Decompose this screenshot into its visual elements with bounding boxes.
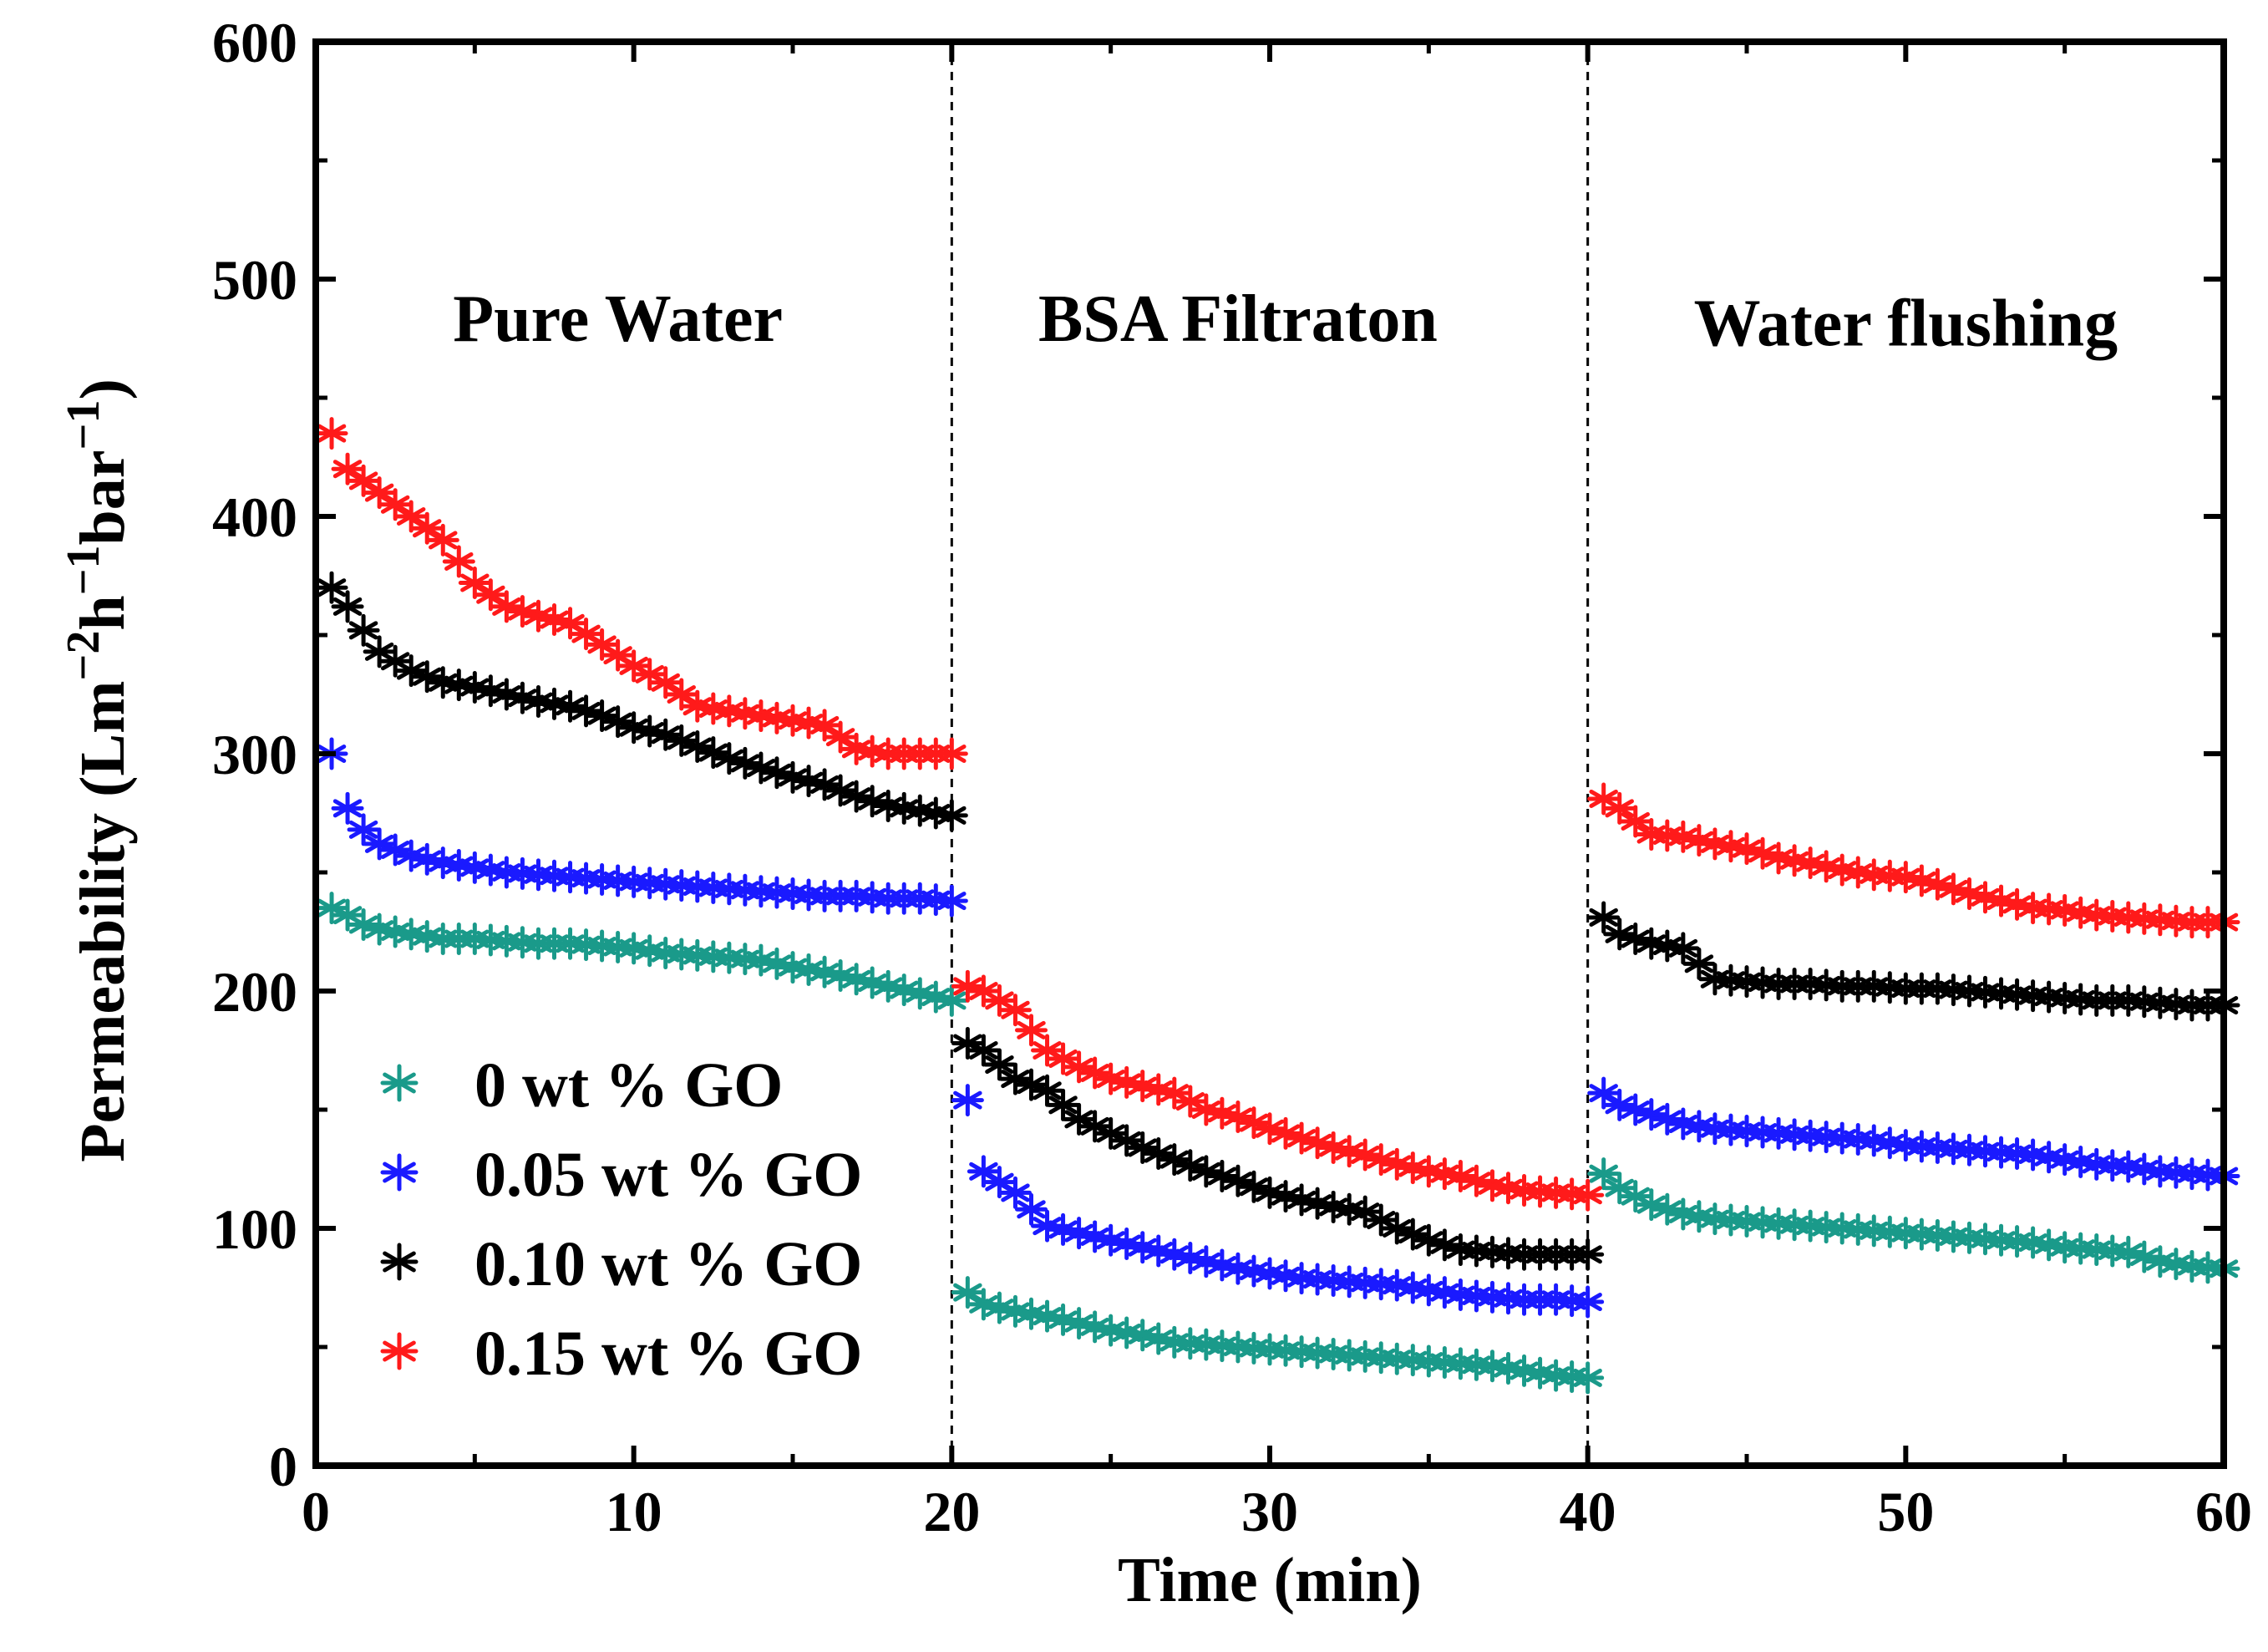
- data-point: [982, 1048, 1016, 1081]
- data-point: [410, 511, 444, 545]
- data-point: [1762, 841, 1795, 875]
- data-point: [1571, 1238, 1605, 1271]
- data-point: [1571, 1178, 1605, 1212]
- y-axis-title-part: ): [68, 379, 138, 399]
- data-point: [347, 613, 380, 647]
- phase-label: BSA Filtraton: [1038, 282, 1438, 356]
- series-group: [315, 892, 2240, 1395]
- x-tick-label: 40: [1560, 1480, 1616, 1543]
- y-axis-title-part: Permeability (Lm: [68, 681, 138, 1162]
- series-group: [315, 737, 2240, 1319]
- data-point: [935, 984, 968, 1017]
- y-axis-title-superscript: −2: [58, 631, 109, 681]
- data-point: [1571, 1285, 1605, 1319]
- y-tick-label: 500: [212, 248, 297, 312]
- legend-marker: [380, 1332, 419, 1370]
- y-tick-label: 100: [212, 1197, 297, 1261]
- data-point: [1667, 932, 1700, 965]
- y-tick-label: 600: [212, 11, 297, 74]
- data-point: [442, 545, 475, 578]
- legend-label: 0.15 wt % GO: [474, 1319, 862, 1389]
- legend-marker: [380, 1153, 419, 1192]
- y-axis-title-part: h: [68, 595, 138, 630]
- data-point: [808, 709, 841, 742]
- data-point: [951, 1084, 984, 1117]
- data-point: [1047, 1088, 1080, 1121]
- data-point: [998, 1176, 1032, 1209]
- data-point: [1619, 805, 1652, 838]
- data-point: [935, 884, 968, 917]
- y-axis-title-superscript: −1: [58, 400, 109, 450]
- y-tick-label: 400: [212, 485, 297, 549]
- legend-marker: [380, 1064, 419, 1102]
- phase-label: Pure Water: [453, 282, 783, 356]
- data-point: [1015, 1014, 1048, 1047]
- data-point: [347, 464, 380, 497]
- data-point: [1174, 1242, 1207, 1274]
- data-point: [1635, 1188, 1668, 1222]
- y-axis-title: Permeability (Lm−2h−1bar−1): [58, 379, 138, 1162]
- data-point: [935, 737, 968, 770]
- phase-labels: Pure Water BSA Filtraton Water flushing: [453, 282, 2118, 361]
- data-point: [331, 452, 364, 485]
- data-point: [824, 720, 857, 754]
- legend: 0 wt % GO 0.05 wt % GO 0.10 wt % GO 0.15 wt…: [380, 1050, 862, 1389]
- data-point: [855, 785, 889, 818]
- data-point: [1587, 1157, 1621, 1191]
- data-point: [315, 571, 348, 604]
- data-point: [394, 500, 428, 533]
- data-point: [1587, 901, 1621, 934]
- data-point: [315, 417, 348, 450]
- data-point: [951, 1276, 984, 1309]
- data-point: [331, 590, 364, 623]
- data-point: [331, 791, 364, 825]
- data-point: [967, 1034, 1000, 1067]
- data-point: [378, 488, 412, 521]
- data-point: [1603, 791, 1636, 825]
- data-point: [1587, 1076, 1621, 1110]
- y-tick-label: 300: [212, 723, 297, 786]
- x-tick-label: 30: [1241, 1480, 1298, 1543]
- data-point: [474, 578, 507, 612]
- x-tick-label: 50: [1877, 1480, 1934, 1543]
- y-tick-label: 200: [212, 960, 297, 1024]
- legend-label: 0.10 wt % GO: [474, 1229, 862, 1299]
- data-point: [363, 476, 396, 510]
- y-tick-label: 0: [269, 1435, 297, 1498]
- x-tick-label: 60: [2195, 1480, 2252, 1543]
- data-series: [315, 417, 2240, 1395]
- legend-label: 0.05 wt % GO: [474, 1140, 862, 1210]
- data-point: [426, 523, 459, 557]
- legend-marker: [380, 1243, 419, 1281]
- x-tick-label: 20: [923, 1480, 980, 1543]
- data-point: [1682, 947, 1716, 980]
- phase-label: Water flushing: [1694, 287, 2118, 361]
- data-point: [315, 892, 348, 925]
- data-point: [951, 1026, 984, 1060]
- data-point: [967, 974, 1000, 1008]
- y-axis-title-superscript: −1: [58, 545, 109, 595]
- x-axis-title: Time (min): [1118, 1545, 1422, 1615]
- data-point: [665, 678, 698, 711]
- data-point: [1126, 1070, 1159, 1103]
- series-group: [315, 417, 2240, 1212]
- data-point: [998, 994, 1032, 1027]
- series-group: [315, 571, 2240, 1271]
- data-point: [1571, 1361, 1605, 1395]
- y-axis-title-part: bar: [68, 450, 138, 545]
- data-point: [458, 567, 491, 600]
- data-point: [935, 799, 968, 832]
- x-tick-label: 10: [606, 1480, 662, 1543]
- x-tick-label: 0: [302, 1480, 330, 1543]
- data-point: [649, 666, 682, 699]
- data-point: [1015, 1192, 1048, 1226]
- data-point: [347, 813, 380, 846]
- data-point: [1031, 1074, 1064, 1107]
- data-point: [871, 969, 905, 1003]
- axis-ticks: [313, 39, 2226, 1468]
- legend-label: 0 wt % GO: [474, 1050, 783, 1121]
